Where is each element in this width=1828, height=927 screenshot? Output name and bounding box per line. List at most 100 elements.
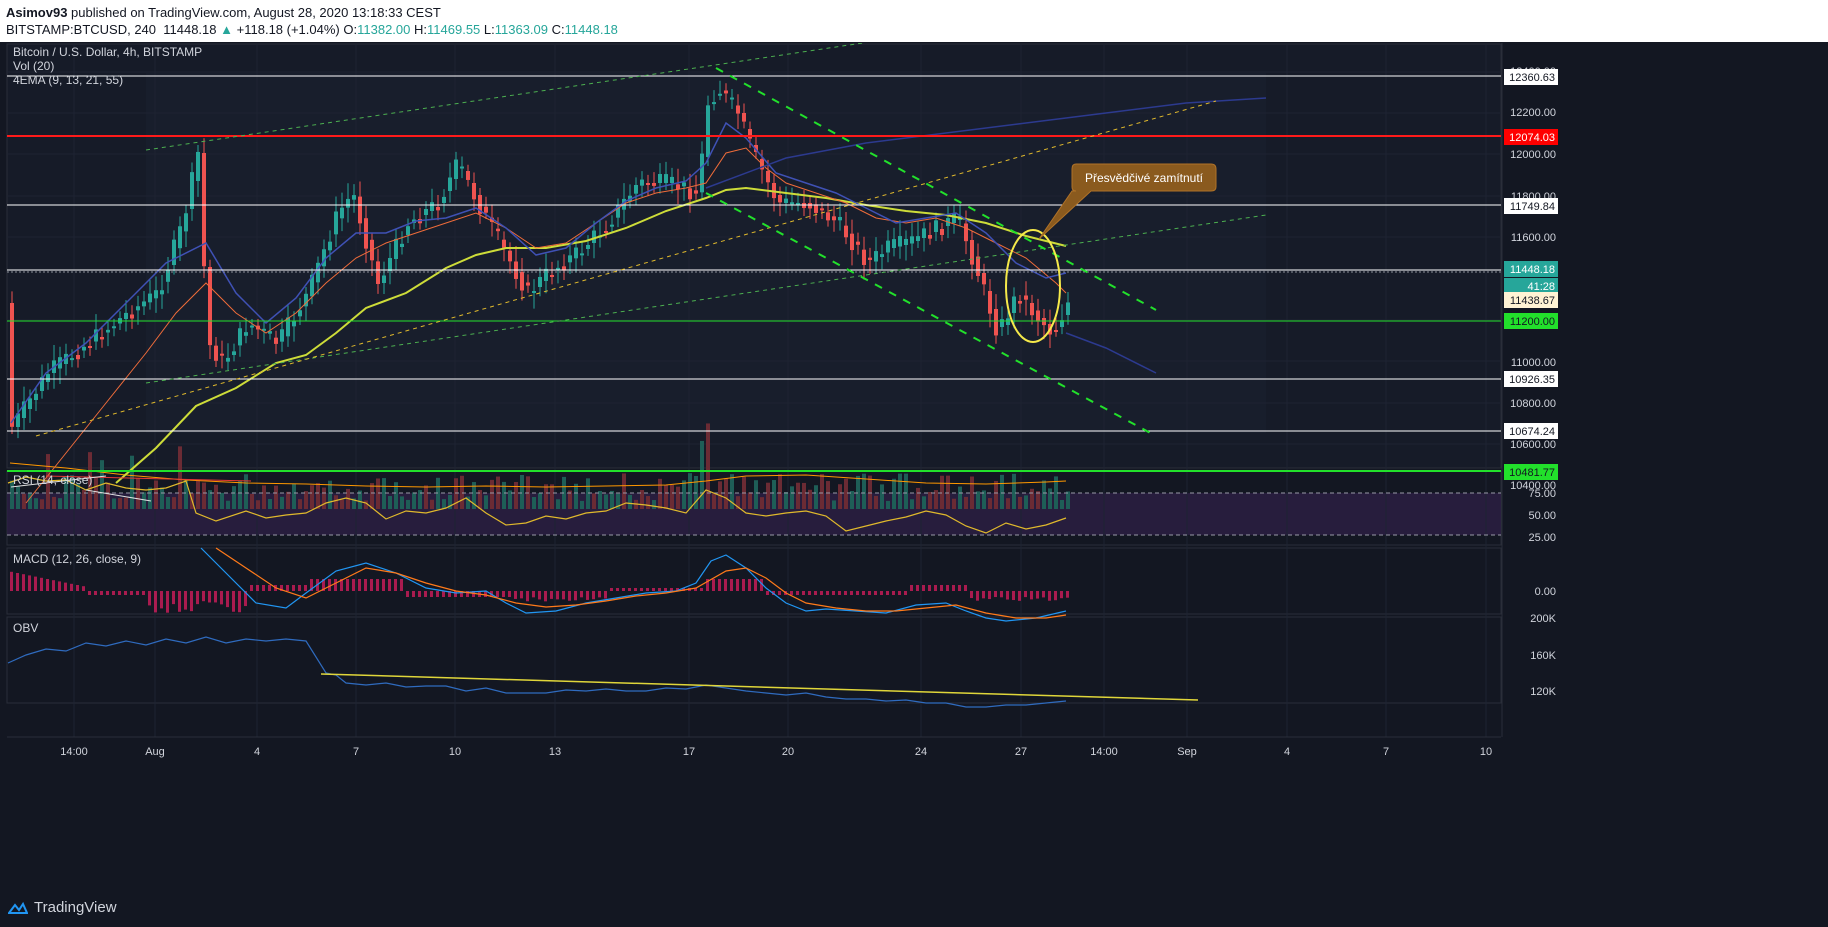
candle [160, 274, 164, 309]
volume-bar [262, 485, 266, 509]
macd-histogram-bar [502, 591, 505, 597]
candle [994, 294, 998, 344]
volume-bar [232, 486, 236, 509]
macd-histogram-bar [1042, 591, 1045, 598]
chart-canvas[interactable]: Přesvědčivé zamítnutí Bitcoin / U.S. Dol… [6, 43, 1822, 898]
candle [556, 260, 560, 284]
macd-histogram-bar [610, 588, 613, 591]
annotation-callout[interactable]: Přesvědčivé zamítnutí [1038, 163, 1217, 240]
volume-bar [508, 490, 512, 509]
volume-bar [586, 478, 590, 509]
obv-line [7, 636, 1067, 708]
volume-bar [178, 446, 182, 509]
volume-bar [898, 473, 902, 509]
macd-histogram-bar [304, 585, 307, 591]
candle [142, 291, 146, 315]
candle [580, 242, 584, 266]
price-tick-label: 10800.00 [1510, 398, 1556, 410]
volume-bar [976, 491, 980, 509]
author-name[interactable]: Asimov93 [6, 5, 68, 20]
candle [442, 189, 446, 213]
macd-histogram-bar [994, 591, 997, 598]
macd-histogram-bar [382, 579, 385, 591]
price-level-value: 12360.63 [1509, 72, 1555, 84]
macd-histogram-bar [922, 585, 925, 591]
macd-histogram-bar [532, 591, 535, 598]
candle [850, 219, 854, 266]
axis-tick-label: 200K [1530, 613, 1556, 625]
candle [382, 261, 386, 295]
volume-bar [250, 493, 254, 509]
candle [742, 103, 746, 129]
volume-bar [1066, 491, 1070, 509]
volume-bar [796, 482, 800, 509]
macd-histogram-bar [952, 585, 955, 591]
volume-bar [70, 475, 74, 509]
candle [526, 274, 530, 293]
volume-bar [730, 474, 734, 509]
candle [898, 220, 902, 259]
macd-histogram-bar [310, 579, 313, 591]
candle [172, 230, 176, 275]
grid-lines [7, 44, 1501, 737]
volume-bar [1048, 488, 1052, 509]
macd-histogram-bar [718, 579, 721, 591]
macd-histogram-bar [616, 588, 619, 591]
volume-bar [520, 474, 524, 509]
macd-histogram-bar [1036, 591, 1039, 599]
candle [298, 297, 302, 326]
macd-histogram-bar [112, 591, 115, 595]
axis-tick-label: 75.00 [1528, 488, 1556, 500]
time-tick-label: 10 [1480, 746, 1492, 758]
candle [454, 151, 458, 190]
volume-bar [910, 499, 914, 509]
volume-bar [604, 494, 608, 509]
low-label: L: [483, 22, 495, 37]
volume-bar [76, 483, 80, 509]
macd-histogram-bar [448, 591, 451, 597]
volume-bar [838, 484, 842, 509]
volume-bar [622, 473, 626, 509]
volume-bar [166, 496, 170, 509]
obv-trendline [320, 673, 1199, 701]
price-level-labels: 12360.63 12074.03 11749.84 11448.18 41:28 114… [1504, 69, 1558, 480]
candle [460, 156, 464, 179]
volume-bar [472, 482, 476, 509]
volume-bar [1024, 495, 1028, 509]
macd-histogram-bar [148, 591, 151, 606]
volume-bar [748, 492, 752, 509]
volume-bar [550, 484, 554, 509]
volume-bar [406, 499, 410, 509]
volume-bar [430, 499, 434, 509]
macd-axis-ticks: 0.00 [1535, 586, 1556, 598]
axis-tick-label: 120K [1530, 686, 1556, 698]
macd-histogram-bar [898, 591, 901, 595]
macd-histogram-bar [76, 585, 79, 591]
candle [706, 95, 710, 166]
volume-bar [16, 486, 20, 509]
macd-histogram-bar [910, 585, 913, 591]
volume-bar [664, 484, 668, 509]
tradingview-brand[interactable]: TradingView [8, 899, 117, 916]
publication-header: Asimov93 published on TradingView.com, A… [0, 0, 1828, 42]
macd-label: MACD (12, 26, close, 9) [13, 552, 141, 566]
volume-bar [130, 455, 134, 509]
macd-histogram-bar [1006, 591, 1009, 600]
candle [700, 141, 704, 199]
high-value: 11469.55 [427, 22, 481, 37]
volume-bar [310, 485, 314, 509]
candle [82, 337, 86, 359]
macd-histogram-bar [208, 591, 211, 603]
macd-histogram-bar [892, 591, 895, 595]
macd-histogram-bar [556, 591, 559, 600]
brand-name: TradingView [34, 899, 117, 916]
macd-histogram-bar [376, 579, 379, 591]
time-tick-label: Aug [145, 746, 165, 758]
price-level-tag: 11438.67 [1504, 292, 1558, 308]
volume-bar [22, 493, 26, 509]
candle [616, 198, 620, 228]
published-text: published on TradingView.com, August 28,… [71, 5, 441, 20]
volume-bar [208, 490, 212, 509]
volume-bar [934, 490, 938, 509]
candle [358, 181, 362, 235]
